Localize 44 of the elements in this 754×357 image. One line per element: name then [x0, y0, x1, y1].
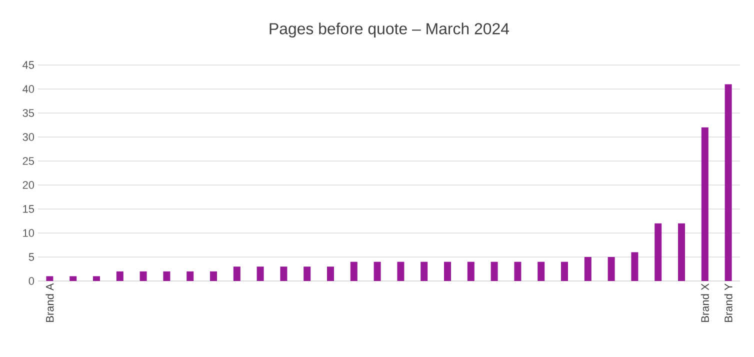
x-tick-label: Brand Y	[724, 283, 732, 322]
bar	[210, 271, 218, 281]
bar	[140, 271, 147, 281]
x-tick-label: Brand A	[46, 283, 54, 322]
bar	[116, 271, 124, 281]
y-tick-label: 10	[23, 229, 34, 237]
y-tick-label: 40	[22, 85, 34, 93]
bar	[46, 276, 54, 281]
bar	[538, 262, 545, 281]
chart-title: Pages before quote – March 2024	[270, 22, 510, 38]
bar	[233, 266, 240, 281]
bar	[304, 266, 311, 281]
bar	[631, 252, 638, 281]
bar	[374, 262, 381, 281]
bar	[444, 262, 452, 281]
bar	[420, 262, 428, 281]
bar	[186, 271, 194, 281]
bar	[467, 262, 474, 281]
bar	[561, 262, 568, 281]
y-tick-label: 30	[22, 133, 34, 141]
y-tick-label: 25	[22, 157, 34, 165]
bar	[350, 262, 358, 281]
bar	[280, 266, 288, 281]
bar	[327, 266, 334, 281]
y-tick-label: 35	[22, 109, 34, 117]
bar	[701, 127, 708, 281]
bar	[70, 276, 77, 281]
y-tick-label: 20	[22, 181, 34, 189]
bar	[654, 223, 662, 281]
y-tick-label: 45	[22, 61, 34, 69]
y-tick-label: 15	[23, 205, 34, 213]
bar	[93, 276, 100, 281]
bar	[514, 262, 522, 281]
bar	[724, 84, 732, 281]
bar	[678, 223, 686, 281]
bar	[584, 257, 592, 281]
bar	[490, 262, 498, 281]
bar	[256, 266, 264, 281]
bar	[608, 257, 615, 281]
bar	[397, 262, 404, 281]
bar	[163, 271, 170, 281]
y-tick-label: 0	[28, 277, 34, 285]
y-tick-label: 5	[28, 253, 34, 261]
x-tick-label: Brand X	[700, 283, 709, 322]
